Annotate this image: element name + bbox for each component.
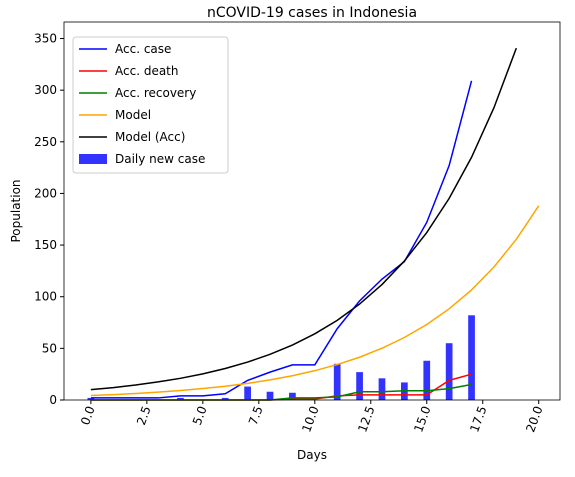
line <box>90 47 518 391</box>
legend-label: Daily new case <box>115 152 205 166</box>
chart-title: nCOVID-19 cases in Indonesia <box>207 5 417 21</box>
legend-label: Acc. recovery <box>115 86 196 100</box>
line <box>90 205 540 397</box>
y-tick-label: 250 <box>34 135 57 149</box>
bar <box>445 343 453 400</box>
x-tick-label: 0.0 <box>78 404 98 427</box>
x-tick-label: 10.0 <box>299 404 321 434</box>
y-tick-label: 0 <box>49 393 57 407</box>
legend-frame <box>72 36 229 174</box>
bar <box>177 397 184 400</box>
x-tick-label: 7.5 <box>246 404 266 427</box>
legend-swatch <box>79 154 107 164</box>
bar <box>266 391 274 400</box>
bar <box>356 372 363 400</box>
y-tick-label: 200 <box>34 186 57 200</box>
legend-label: Acc. case <box>115 42 171 56</box>
legend: Acc. case Acc. death Acc. recovery Model Mod… <box>72 36 229 174</box>
y-axis-label: Population <box>9 179 23 242</box>
legend-label: Model (Acc) <box>115 130 185 144</box>
bar <box>87 397 95 400</box>
bar <box>378 378 386 400</box>
x-axis-label: Days <box>297 448 327 462</box>
bar <box>244 386 251 400</box>
plot-frame <box>63 21 561 401</box>
bar <box>468 315 475 400</box>
x-tick-label: 5.0 <box>190 404 210 427</box>
x-tick-label: 17.5 <box>467 404 489 434</box>
x-tick-label: 12.5 <box>355 404 377 434</box>
bar <box>221 397 229 400</box>
bar <box>333 363 341 400</box>
y-tick-label: 100 <box>34 290 57 304</box>
x-tick-label: 20.0 <box>523 404 545 434</box>
y-tick-label: 50 <box>42 341 57 355</box>
bar <box>289 392 296 400</box>
x-tick-label: 15.0 <box>411 404 433 434</box>
y-tick-label: 150 <box>34 238 57 252</box>
legend-label: Acc. death <box>115 64 179 78</box>
bar <box>423 360 431 400</box>
y-tick-label: 300 <box>34 83 57 97</box>
legend-label: Model <box>115 108 151 122</box>
x-tick-label: 2.5 <box>134 404 154 427</box>
y-tick-label: 350 <box>34 32 57 46</box>
